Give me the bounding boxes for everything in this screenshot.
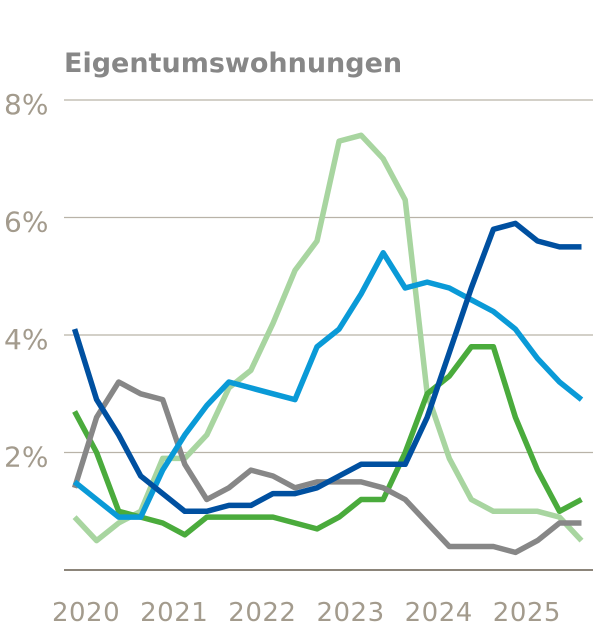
chart-title: Eigentumswohnungen bbox=[64, 48, 403, 79]
x-tick-label: 2025 bbox=[493, 598, 561, 628]
x-tick-label: 2020 bbox=[52, 598, 120, 628]
y-tick-labels: 2% 4% 6% 8% bbox=[4, 88, 48, 474]
x-tick-label: 2023 bbox=[316, 598, 384, 628]
series-line-2 bbox=[71, 379, 582, 556]
y-tick-label: 4% bbox=[4, 323, 48, 356]
y-tick-label: 8% bbox=[4, 88, 48, 121]
y-tick-label: 6% bbox=[4, 206, 48, 239]
x-tick-label: 2022 bbox=[228, 598, 296, 628]
series-line-4 bbox=[71, 220, 582, 515]
y-tick-label: 2% bbox=[4, 441, 48, 474]
series-line-0 bbox=[72, 132, 584, 544]
series-lines bbox=[71, 132, 584, 556]
series-line-1 bbox=[72, 344, 583, 538]
x-tick-label: 2021 bbox=[140, 598, 208, 628]
x-tick-label: 2024 bbox=[405, 598, 473, 628]
grid-lines bbox=[64, 99, 593, 454]
x-tick-labels: 2020 2021 2022 2023 2024 2025 bbox=[52, 598, 561, 628]
series-line-3 bbox=[72, 250, 584, 520]
